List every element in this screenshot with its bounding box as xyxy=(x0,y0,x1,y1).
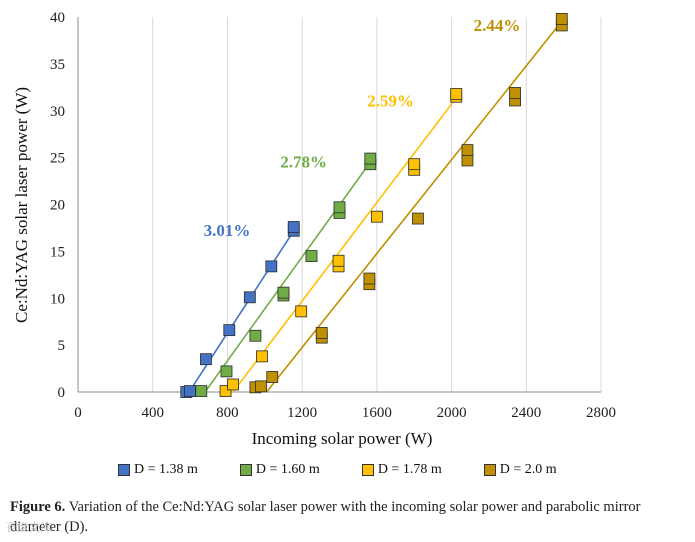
x-tick-label: 1200 xyxy=(287,405,317,421)
legend-item: D = 1.60 m xyxy=(239,462,320,478)
data-point xyxy=(223,324,236,337)
legend-swatch xyxy=(483,464,496,476)
data-point xyxy=(266,371,279,383)
data-point xyxy=(195,385,208,397)
y-tick-label: 35 xyxy=(50,57,65,73)
data-point xyxy=(227,378,239,391)
y-tick-label: 40 xyxy=(50,10,65,26)
legend-item: D = 1.38 m xyxy=(118,462,198,478)
fit-line xyxy=(232,96,458,393)
legend-swatch xyxy=(239,464,252,476)
data-point xyxy=(295,305,308,318)
gridlines xyxy=(152,17,602,392)
data-point xyxy=(333,201,346,214)
legend-item: D = 1.78 m xyxy=(361,462,442,478)
data-point xyxy=(184,385,196,397)
data-points xyxy=(180,12,568,398)
fit-line xyxy=(204,159,373,393)
figure-caption: Figure 6. Variation of the Ce:Nd:YAG sol… xyxy=(10,497,690,537)
data-point xyxy=(408,158,421,171)
y-tick-label: 5 xyxy=(58,338,66,354)
y-tick-label: 25 xyxy=(50,151,65,167)
data-point xyxy=(461,154,474,167)
data-point xyxy=(287,221,300,233)
data-point xyxy=(277,286,290,299)
data-point xyxy=(412,212,424,225)
x-tick-label: 0 xyxy=(74,405,82,421)
x-axis-label: Incoming solar power (W) xyxy=(252,429,433,448)
data-point xyxy=(265,260,278,273)
x-tick-label: 400 xyxy=(141,405,164,421)
caption-label: Figure 6. xyxy=(10,499,66,515)
x-tick-label: 1600 xyxy=(362,405,392,421)
efficiency-label: 2.78% xyxy=(280,153,327,172)
legend-item: D = 2.0 m xyxy=(483,462,557,478)
y-tick-label: 20 xyxy=(50,198,65,214)
y-axis-label: Ce:Nd:YAG solar laser power (W) xyxy=(12,87,31,323)
data-point xyxy=(200,353,212,366)
x-tick-label: 2400 xyxy=(511,405,541,421)
data-point xyxy=(315,327,328,339)
data-point xyxy=(255,380,267,393)
data-point xyxy=(243,291,256,304)
y-tick-label: 0 xyxy=(58,385,66,401)
y-tick-label: 10 xyxy=(50,291,65,307)
data-point xyxy=(555,12,568,25)
data-point xyxy=(256,350,268,363)
data-point xyxy=(364,152,377,165)
data-point xyxy=(332,254,345,267)
data-point xyxy=(450,87,463,100)
caption-text: Variation of the Ce:Nd:YAG solar laser p… xyxy=(10,499,641,535)
x-tick-label: 800 xyxy=(216,405,239,421)
efficiency-label: 2.44% xyxy=(474,16,521,35)
watermark: 百度文库 xyxy=(6,521,52,534)
data-point xyxy=(370,210,383,223)
legend-swatch xyxy=(118,464,130,476)
data-point xyxy=(363,272,376,285)
data-point xyxy=(461,144,474,157)
legend-label: D = 1.60 m xyxy=(255,462,320,477)
x-tick-label: 2800 xyxy=(586,405,616,421)
legend-label: D = 1.78 m xyxy=(377,462,442,477)
data-point xyxy=(219,385,232,397)
x-tick-label: 2000 xyxy=(437,405,467,421)
legend-swatch xyxy=(361,464,374,476)
y-tick-label: 30 xyxy=(50,104,65,120)
legend-label: D = 2.0 m xyxy=(499,462,557,477)
laser-power-chart: 0 400 800 1200 1600 2000 2400 2800 0 5 10 15 20 25 30 3… xyxy=(12,10,616,448)
efficiency-label: 2.59% xyxy=(367,92,414,111)
data-point xyxy=(249,329,262,342)
axes: 0 400 800 1200 1600 2000 2400 2800 0 5 10 15 20 25 30 3… xyxy=(50,10,616,421)
efficiency-labels: 3.01% 2.78% 2.59% 2.44% xyxy=(204,16,521,240)
data-point xyxy=(509,87,521,99)
data-point xyxy=(305,250,318,262)
legend: D = 1.38 m D = 1.60 m D = 1.78 m D = 2.0 m xyxy=(118,462,599,478)
legend-label: D = 1.38 m xyxy=(134,462,198,477)
efficiency-label: 3.01% xyxy=(204,221,251,240)
fit-line xyxy=(188,227,297,393)
fit-line xyxy=(266,18,565,393)
y-tick-label: 15 xyxy=(50,244,65,260)
data-point xyxy=(220,365,233,378)
